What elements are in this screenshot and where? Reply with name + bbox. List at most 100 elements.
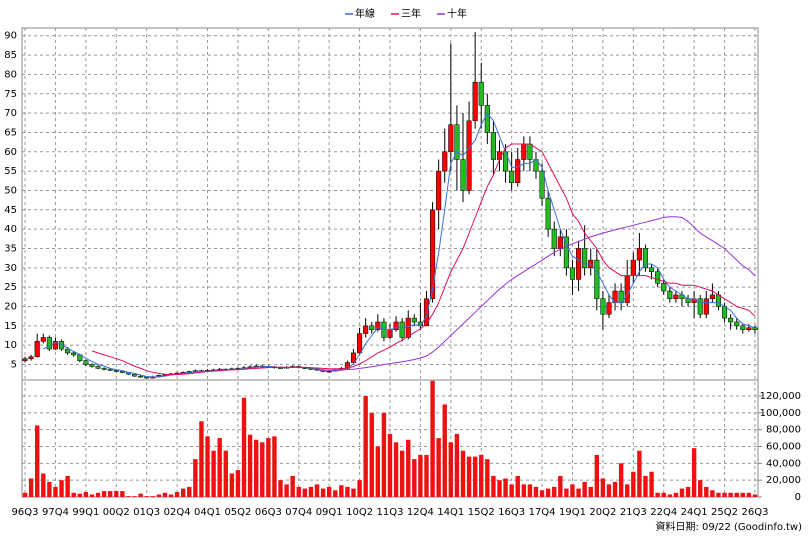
candle-body (630, 259, 636, 276)
volume-bar (509, 484, 514, 497)
volume-bar (351, 488, 356, 497)
x-tick-label: 14Q1 (437, 507, 464, 518)
candle-body (721, 306, 728, 319)
y-tick-label: 90 (4, 31, 17, 42)
volume-bar (752, 494, 758, 497)
volume-bar (698, 480, 703, 497)
volume-bar (552, 486, 557, 497)
candle-body (509, 170, 515, 183)
candle-body (734, 321, 740, 327)
x-tick-label: 11Q3 (377, 507, 404, 518)
candle-body (454, 124, 460, 160)
ma-line (317, 216, 756, 371)
volume-tick-label: 20,000 (766, 475, 801, 486)
candle-body (83, 360, 89, 365)
y-tick-label: 15 (4, 321, 17, 332)
volume-bar (211, 450, 216, 497)
candle-body (715, 294, 722, 307)
volume-bar (205, 436, 210, 497)
candle-body (22, 358, 28, 361)
volume-bar (253, 439, 259, 497)
candle-body (40, 337, 46, 342)
volume-bar (65, 475, 70, 497)
y-tick-label: 45 (4, 205, 17, 216)
y-tick-label: 35 (4, 243, 17, 254)
volume-bar (515, 475, 520, 497)
volume-bar (114, 491, 119, 497)
candle-body (594, 259, 600, 300)
x-tick-label: 25Q2 (711, 507, 738, 518)
volume-bar (594, 454, 600, 497)
candle-body (460, 159, 466, 191)
candle-body (448, 124, 454, 153)
x-tick-label: 06Q3 (255, 507, 282, 518)
volume-bar (716, 492, 721, 497)
volume-bar (284, 484, 289, 497)
volume-tick-label: 100,000 (760, 408, 801, 419)
candle-body (472, 81, 478, 122)
candle-body (46, 337, 52, 350)
candle-body (436, 170, 442, 211)
candle-body (515, 159, 521, 183)
volume-bar (722, 492, 727, 497)
candle-body (636, 248, 642, 261)
x-tick-label: 05Q2 (224, 507, 251, 518)
candle-body (539, 170, 545, 199)
volume-bar (649, 471, 654, 497)
volume-bar (418, 454, 423, 497)
candle-body (466, 120, 472, 191)
volume-bar (132, 496, 137, 497)
volume-bar (582, 481, 587, 497)
volume-bar (375, 446, 381, 497)
candle-body (357, 333, 363, 354)
candle-body (430, 209, 436, 300)
volume-bar (564, 488, 569, 497)
volume-bar (308, 486, 314, 497)
candle-body (387, 329, 393, 338)
y-tick-label: 80 (4, 69, 17, 80)
volume-bar (120, 491, 125, 497)
volume-tick-label: 0 (795, 492, 801, 503)
y-tick-label: 65 (4, 127, 17, 138)
volume-bar (558, 475, 563, 497)
volume-bar (339, 485, 344, 497)
volume-bar (302, 488, 308, 497)
candle-body (405, 317, 411, 338)
volume-bar (241, 397, 247, 497)
candle-body (661, 283, 667, 292)
x-tick-label: 16Q3 (498, 507, 525, 518)
volume-bar (588, 486, 593, 497)
volume-bar (369, 412, 374, 497)
volume-bar (746, 492, 752, 497)
candle-body (58, 341, 65, 350)
candle-body (393, 321, 399, 330)
volume-bar (576, 488, 581, 497)
y-tick-label: 70 (4, 108, 17, 119)
volume-tick-label: 40,000 (766, 458, 801, 469)
candle-body (740, 325, 746, 330)
candle-body (642, 248, 649, 269)
volume-bar (28, 478, 34, 497)
volume-bar (150, 496, 155, 497)
x-tick-label: 07Q4 (285, 507, 312, 518)
volume-bar (53, 486, 58, 497)
y-tick-label: 85 (4, 50, 17, 61)
volume-bar (472, 456, 478, 497)
volume-bar (101, 491, 107, 497)
volume-bar (406, 439, 411, 497)
volume-bar (625, 484, 630, 497)
candle-body (752, 327, 758, 330)
volume-bar (333, 490, 338, 497)
volume-bar (673, 492, 679, 497)
volume-bar (448, 442, 454, 497)
candle-body (65, 348, 71, 354)
volume-bar (272, 436, 277, 497)
candle-body (326, 370, 332, 373)
candle-body (569, 267, 576, 280)
candle-body (119, 371, 125, 373)
volume-bar (479, 454, 484, 497)
volume-bar (387, 433, 393, 497)
candle-body (138, 375, 144, 378)
volume-bar (107, 491, 113, 497)
y-tick-label: 50 (4, 185, 17, 196)
